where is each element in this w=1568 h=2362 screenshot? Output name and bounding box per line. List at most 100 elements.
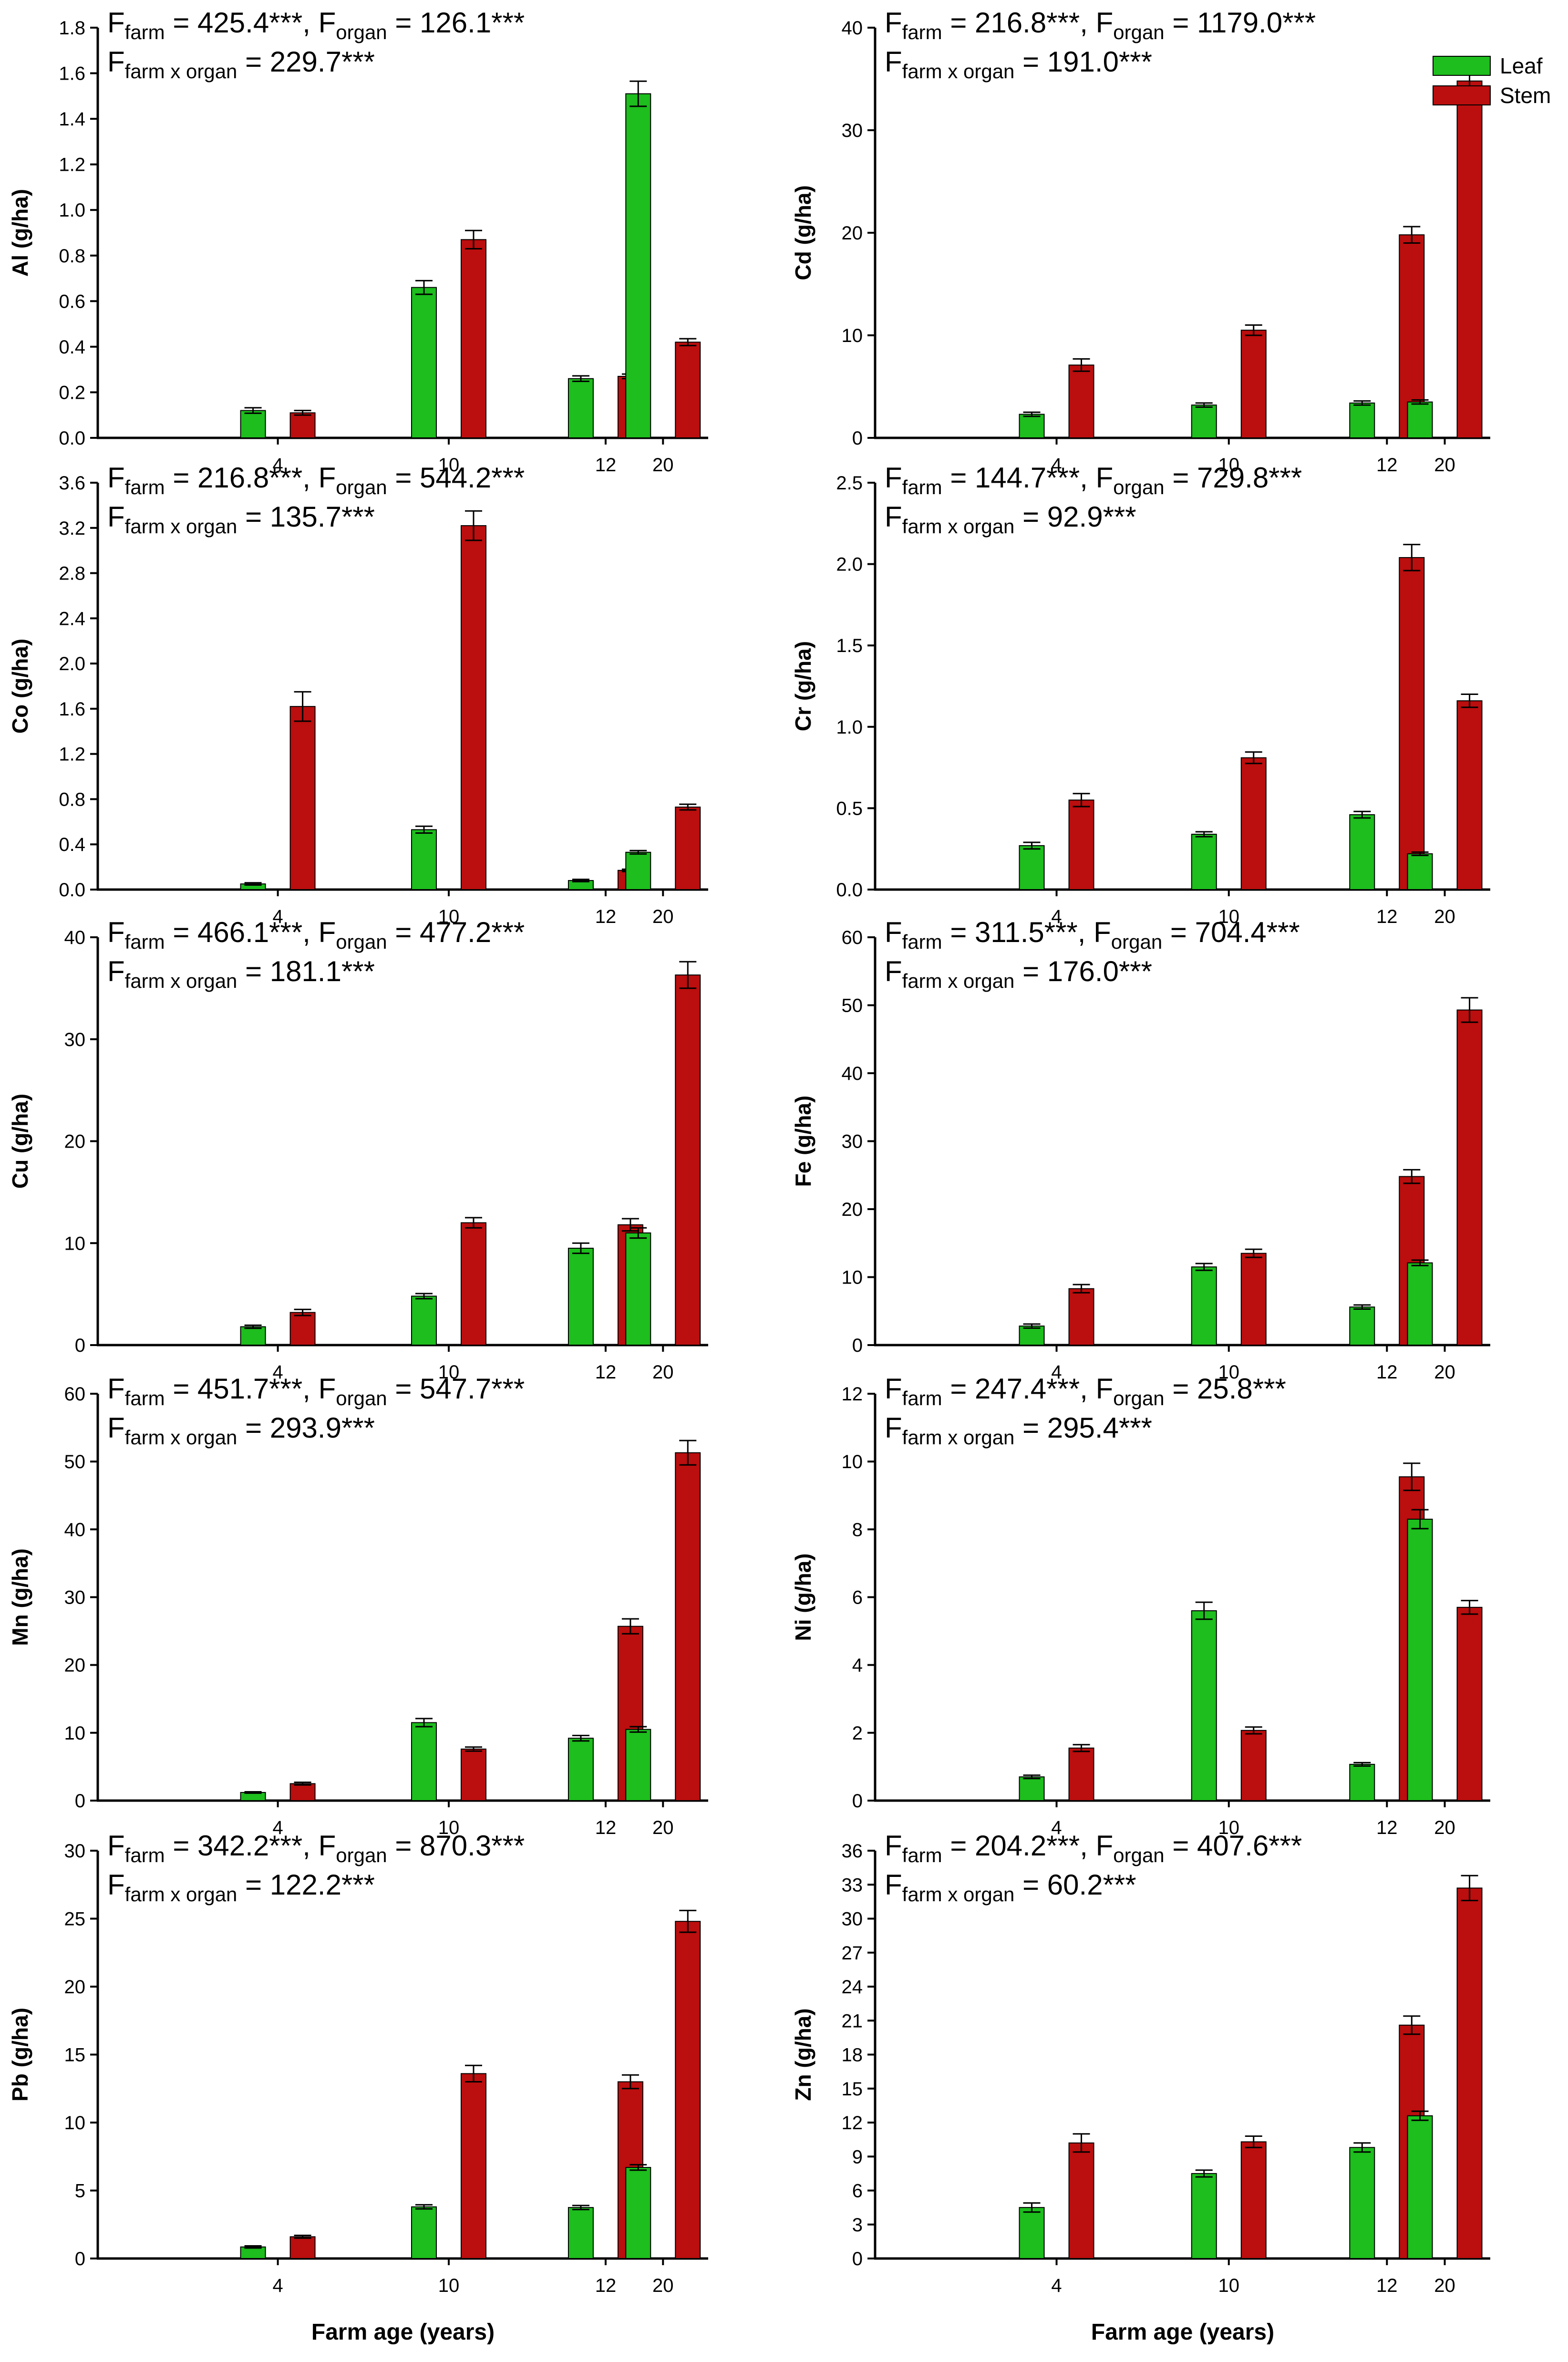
bar-stem-4 (289, 1783, 316, 1801)
y-tick-label: 30 (842, 120, 863, 141)
x-tick-label: 4 (272, 1817, 283, 1838)
y-tick-label: 0 (852, 1791, 863, 1812)
y-tick-label: 0.0 (836, 880, 863, 901)
y-tick-label: 0 (852, 428, 863, 449)
bar-leaf-20 (1407, 2115, 1433, 2259)
y-tick-label: 1.0 (59, 200, 85, 221)
stat-interaction: Ffarm x organ = 92.9*** (885, 501, 1136, 538)
y-tick-label: 1.4 (59, 109, 85, 130)
y-tick-label: 2 (852, 1723, 863, 1744)
bar-stem-20 (1456, 1009, 1483, 1346)
bar-stem-20 (1456, 1606, 1483, 1801)
y-tick-label: 0.8 (59, 246, 85, 267)
y-tick-label: 30 (64, 1029, 86, 1050)
y-axis-label: Al (g/ha) (8, 189, 32, 277)
y-tick-label: 0.0 (59, 428, 85, 449)
stat-interaction: Ffarm x organ = 191.0*** (885, 46, 1152, 83)
legend-label-stem: Stem (1500, 83, 1551, 108)
chart-panel-8: 0 5 10 15 20 25 30 Pb (g/ha) 4 10 12 20 Ffarm = 342.… (8, 1830, 708, 2296)
bar-stem-4 (1068, 1288, 1094, 1346)
y-tick-label: 2.5 (836, 473, 863, 494)
y-tick-label: 0.4 (59, 834, 85, 855)
y-tick-label: 0.5 (836, 798, 863, 819)
y-tick-label: 20 (842, 1199, 863, 1220)
bar-stem-4 (289, 1312, 316, 1346)
y-tick-label: 12 (842, 2113, 863, 2134)
bar-leaf-4 (1019, 2207, 1045, 2259)
y-tick-label: 10 (64, 1233, 86, 1254)
y-tick-label: 0 (75, 1335, 85, 1356)
chart-panel-6: 0 10 20 30 40 50 60 Mn (g/ha) 4 10 12 20 Ffarm = 451… (8, 1373, 708, 1838)
y-tick-label: 50 (64, 1451, 86, 1472)
y-axis-label: Ni (g/ha) (791, 1554, 815, 1641)
bar-stem-4 (1068, 2142, 1094, 2259)
bar-stem-20 (675, 807, 701, 890)
y-tick-label: 1.6 (59, 63, 85, 84)
y-tick-label: 40 (842, 1063, 863, 1084)
x-tick-label: 10 (438, 906, 460, 927)
legend-swatch-leaf (1433, 56, 1491, 76)
chart-panel-2: 0.0 0.4 0.8 1.2 1.6 2.0 2.4 2.8 3.2 3.6 Co (g/ha) 4… (8, 462, 708, 927)
bar-leaf-10 (1191, 833, 1217, 890)
y-tick-label: 25 (64, 1909, 86, 1930)
bar-stem-10 (1240, 757, 1267, 891)
bar-leaf-10 (1191, 1610, 1217, 1802)
stat-farm-organ: Ffarm = 216.8***, Forgan = 544.2*** (107, 462, 525, 498)
bar-stem-4 (1068, 364, 1094, 438)
x-tick-label: 20 (652, 1817, 674, 1838)
bar-stem-10 (1240, 330, 1267, 438)
x-tick-label: 12 (1376, 1362, 1398, 1383)
bar-stem-20 (1456, 700, 1483, 890)
y-tick-label: 27 (842, 1943, 863, 1964)
x-tick-label: 20 (652, 455, 674, 476)
y-tick-label: 0.2 (59, 382, 85, 403)
stat-farm-organ: Ffarm = 466.1***, Forgan = 477.2*** (107, 916, 525, 953)
bar-leaf-12 (1349, 2147, 1375, 2259)
stat-farm-organ: Ffarm = 342.2***, Forgan = 870.3*** (107, 1830, 525, 1866)
x-tick-label: 4 (272, 1362, 283, 1383)
y-tick-label: 2.0 (836, 554, 863, 575)
y-tick-label: 24 (842, 1977, 863, 1998)
y-tick-label: 10 (64, 2113, 86, 2134)
y-tick-label: 30 (842, 1909, 863, 1930)
legend: Leaf Stem (1433, 53, 1551, 108)
y-tick-label: 3.2 (59, 518, 85, 539)
y-axis-label: Mn (g/ha) (8, 1548, 32, 1646)
x-tick-label: 20 (652, 906, 674, 927)
bar-stem-20 (675, 1921, 701, 2259)
bar-leaf-20 (1407, 1519, 1433, 1801)
y-axis-label: Zn (g/ha) (791, 2008, 815, 2101)
stat-interaction: Ffarm x organ = 176.0*** (885, 955, 1152, 992)
bar-leaf-20 (625, 2167, 651, 2259)
y-tick-label: 20 (64, 1655, 86, 1676)
bar-leaf-20 (1407, 1262, 1433, 1346)
y-tick-label: 2.8 (59, 563, 85, 584)
bar-stem-4 (1068, 1747, 1094, 1801)
bar-stem-20 (675, 1452, 701, 1802)
chart-panel-0: 0.0 0.2 0.4 0.6 0.8 1.0 1.2 1.4 1.6 1.8 Al (g/ha) 4… (8, 7, 708, 476)
y-tick-label: 0 (75, 2248, 85, 2269)
stat-interaction: Ffarm x organ = 122.2*** (107, 1869, 375, 1906)
x-tick-label: 10 (438, 2275, 460, 2296)
y-axis-label: Fe (g/ha) (791, 1096, 815, 1187)
y-tick-label: 5 (75, 2181, 85, 2202)
stat-interaction: Ffarm x organ = 135.7*** (107, 501, 375, 538)
x-tick-label: 10 (438, 1362, 460, 1383)
stat-farm-organ: Ffarm = 216.8***, Forgan = 1179.0*** (885, 7, 1316, 43)
y-tick-label: 20 (64, 1977, 86, 1998)
bar-stem-10 (1240, 1730, 1267, 1801)
y-tick-label: 30 (64, 1587, 86, 1608)
y-tick-label: 4 (852, 1655, 863, 1676)
y-tick-label: 2.4 (59, 608, 85, 629)
y-tick-label: 3.6 (59, 473, 85, 494)
stat-interaction: Ffarm x organ = 293.9*** (107, 1412, 375, 1449)
y-axis-label: Cd (g/ha) (791, 185, 815, 280)
stat-interaction: Ffarm x organ = 60.2*** (885, 1869, 1136, 1906)
x-tick-label: 4 (272, 906, 283, 927)
bar-stem-4 (289, 706, 316, 891)
bar-leaf-20 (1407, 401, 1433, 438)
x-tick-label: 12 (1376, 455, 1398, 476)
bar-stem-4 (289, 412, 316, 439)
